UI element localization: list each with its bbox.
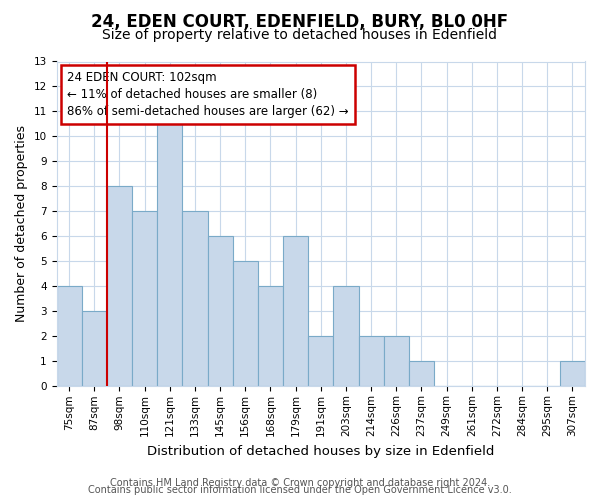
Bar <box>334 286 359 386</box>
Bar <box>107 186 132 386</box>
Text: Contains HM Land Registry data © Crown copyright and database right 2024.: Contains HM Land Registry data © Crown c… <box>110 478 490 488</box>
Bar <box>308 336 334 386</box>
Y-axis label: Number of detached properties: Number of detached properties <box>15 126 28 322</box>
Text: Contains public sector information licensed under the Open Government Licence v3: Contains public sector information licen… <box>88 485 512 495</box>
Bar <box>359 336 383 386</box>
Bar <box>182 212 208 386</box>
Bar <box>208 236 233 386</box>
Bar <box>560 362 585 386</box>
Bar <box>383 336 409 386</box>
X-axis label: Distribution of detached houses by size in Edenfield: Distribution of detached houses by size … <box>147 444 494 458</box>
Text: 24 EDEN COURT: 102sqm
← 11% of detached houses are smaller (8)
86% of semi-detac: 24 EDEN COURT: 102sqm ← 11% of detached … <box>67 71 349 118</box>
Bar <box>157 112 182 386</box>
Bar <box>283 236 308 386</box>
Text: Size of property relative to detached houses in Edenfield: Size of property relative to detached ho… <box>103 28 497 42</box>
Text: 24, EDEN COURT, EDENFIELD, BURY, BL0 0HF: 24, EDEN COURT, EDENFIELD, BURY, BL0 0HF <box>91 12 509 30</box>
Bar <box>132 212 157 386</box>
Bar <box>409 362 434 386</box>
Bar <box>82 312 107 386</box>
Bar <box>233 262 258 386</box>
Bar <box>258 286 283 386</box>
Bar <box>56 286 82 386</box>
